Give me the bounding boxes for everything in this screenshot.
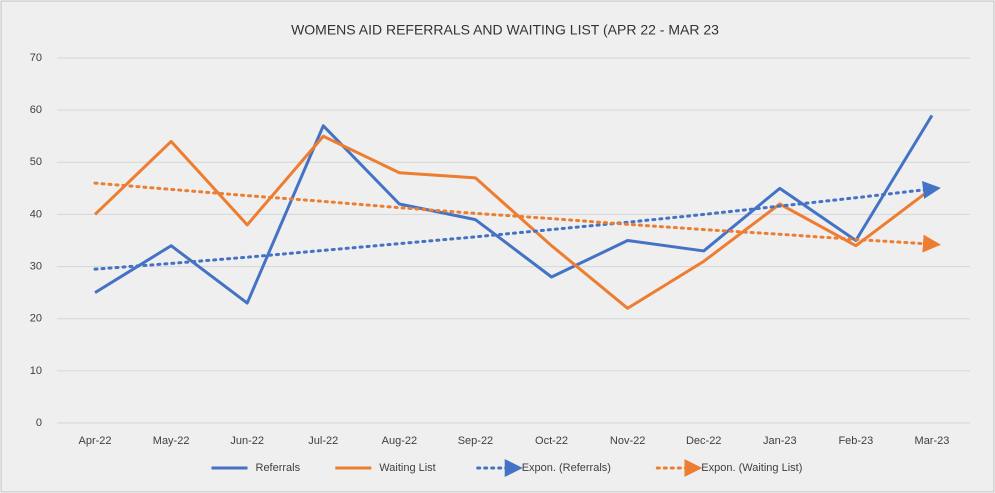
x-tick-label: Mar-23 bbox=[915, 435, 950, 447]
x-tick-label: Dec-22 bbox=[686, 435, 721, 447]
y-tick-label: 10 bbox=[30, 365, 42, 377]
y-tick-label: 50 bbox=[30, 156, 42, 168]
y-tick-label: 70 bbox=[30, 52, 42, 64]
x-tick-label: Jul-22 bbox=[308, 435, 338, 447]
x-tick-label: Apr-22 bbox=[79, 435, 112, 447]
legend-label: Expon. (Waiting List) bbox=[701, 462, 802, 474]
legend-label: Expon. (Referrals) bbox=[522, 462, 611, 474]
x-tick-label: Jun-22 bbox=[230, 435, 264, 447]
y-tick-label: 0 bbox=[36, 417, 42, 429]
x-tick-label: Jan-23 bbox=[763, 435, 797, 447]
chart-title: WOMENS AID REFERRALS AND WAITING LIST (A… bbox=[291, 22, 719, 38]
x-tick-label: Aug-22 bbox=[382, 435, 417, 447]
legend-label: Referrals bbox=[256, 462, 301, 474]
y-tick-label: 20 bbox=[30, 313, 42, 325]
series-line bbox=[93, 180, 941, 271]
y-tick-label: 40 bbox=[30, 208, 42, 220]
x-tick-label: Nov-22 bbox=[610, 435, 645, 447]
y-tick-label: 30 bbox=[30, 260, 42, 272]
series-line bbox=[93, 181, 941, 253]
series-line bbox=[94, 134, 933, 310]
x-tick-label: Oct-22 bbox=[535, 435, 568, 447]
x-tick-label: Sep-22 bbox=[458, 435, 493, 447]
legend-label: Waiting List bbox=[379, 462, 435, 474]
y-tick-label: 60 bbox=[30, 104, 42, 116]
x-tick-label: May-22 bbox=[153, 435, 190, 447]
series-line bbox=[94, 114, 934, 305]
x-tick-label: Feb-23 bbox=[838, 435, 873, 447]
